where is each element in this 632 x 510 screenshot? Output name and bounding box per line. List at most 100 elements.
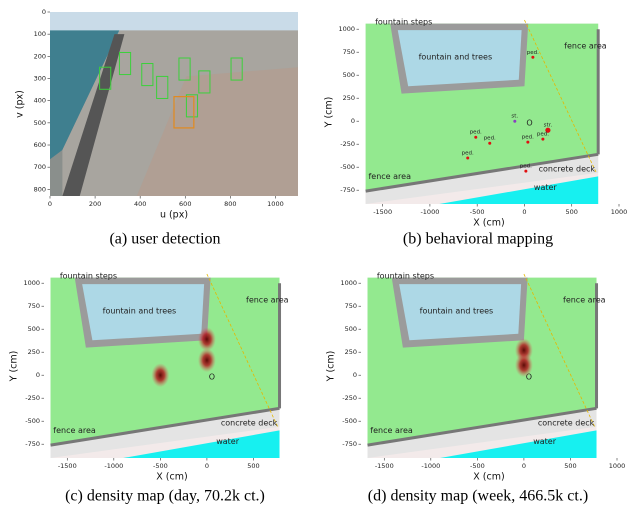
x-tick-label: -1000 [104,462,123,470]
x-tick-label: 600 [179,200,191,208]
map-label: water [533,437,557,446]
detection-point [541,138,544,141]
map-label: fountain steps [60,271,117,280]
y-tick-label: -250 [342,394,357,402]
detection-point [474,136,477,139]
y-tick-label: 0 [353,371,357,379]
detection-label: st. [511,114,518,120]
x-axis-label: X (cm) [473,472,504,483]
caption: (c) density map (day, 70.2k ct.) [65,488,265,505]
x-tick-label: 200 [89,200,101,208]
y-tick-label: 500 [345,325,357,333]
y-tick-label: -750 [342,440,357,448]
x-tick-label: -500 [470,462,485,470]
camera-image [50,12,298,196]
x-tick-label: 500 [566,208,578,216]
map-label: fountain steps [375,17,432,26]
y-tick-label: -750 [25,440,40,448]
x-tick-label: -1500 [373,208,392,216]
y-tick-label: 250 [28,348,40,356]
y-tick-label: -500 [25,417,40,425]
x-tick-label: -500 [470,208,485,216]
y-axis-label: Y (cm) [324,97,335,129]
detection-point [531,56,534,59]
detection-label: str. [544,123,553,129]
y-tick-label: 750 [28,302,40,310]
detection-label: ped. [527,50,539,56]
x-tick-label: 1000 [611,208,628,216]
caption: (b) behavioral mapping [403,231,553,248]
map-label: concrete deck [539,165,596,174]
y-tick-label: 1000 [340,279,357,287]
y-tick-label: 0 [351,117,355,125]
y-tick-label: 500 [34,119,46,127]
x-tick-label: 800 [224,200,236,208]
density-hotspot [198,348,216,372]
density-hotspot [198,327,216,351]
detection-point [466,157,469,160]
y-tick-label: -500 [342,417,357,425]
y-axis-label: Y (cm) [9,351,20,383]
map-label: water [216,437,240,446]
y-tick-label: 250 [343,94,355,102]
y-tick-label: -750 [340,186,355,194]
x-tick-label: -1000 [421,462,440,470]
x-tick-label: 0 [522,462,526,470]
map-label: fence area [53,426,96,435]
y-tick-label: 750 [343,48,355,56]
y-tick-label: -250 [25,394,40,402]
map-label: O [526,119,532,128]
map-label: concrete deck [221,419,278,428]
y-tick-label: 500 [28,325,40,333]
x-tick-label: -1500 [58,462,77,470]
y-tick-label: 200 [34,52,46,60]
detection-label: ped. [537,132,549,138]
y-axis-label: v (px) [15,90,26,118]
y-tick-label: 800 [34,185,46,193]
y-tick-label: 300 [34,75,46,83]
map-label: fence area [246,295,289,304]
map-label: fence area [564,41,607,50]
y-tick-label: -250 [340,140,355,148]
x-tick-label: -1000 [420,208,439,216]
detection-point [526,141,529,144]
x-tick-label: 500 [564,462,576,470]
y-tick-label: 1000 [338,25,355,33]
map-label: fountain and trees [419,52,493,61]
x-tick-label: -1500 [375,462,394,470]
x-axis-label: u (px) [160,210,188,221]
y-tick-label: 500 [343,71,355,79]
x-axis-label: X (cm) [473,218,504,229]
y-tick-label: 1000 [23,279,40,287]
x-tick-label: 400 [134,200,146,208]
map-label: O [209,373,215,382]
y-tick-label: 0 [36,371,40,379]
caption: (a) user detection [109,231,220,248]
detection-label: ped. [520,164,532,170]
density-hotspot [151,363,169,387]
figure: 0200400600800100001002003004005006007008… [0,0,632,510]
y-tick-label: -500 [340,163,355,171]
y-tick-label: 600 [34,141,46,149]
x-tick-label: 500 [247,462,259,470]
detection-label: ped. [484,136,496,142]
detection-point [513,120,516,123]
density-hotspot [515,353,533,377]
map-label: fountain and trees [103,306,177,315]
x-tick-label: 0 [48,200,52,208]
x-tick-label: -500 [153,462,168,470]
caption: (d) density map (week, 466.5k ct.) [368,488,588,505]
y-tick-label: 750 [345,302,357,310]
detection-label: ped. [522,135,534,141]
map-label: fence area [563,295,606,304]
map-label: fence area [370,426,413,435]
map-label: concrete deck [538,419,595,428]
x-tick-label: 1000 [609,462,626,470]
map-label: fence area [368,172,411,181]
detection-point [524,170,527,173]
map-label: fountain and trees [420,306,494,315]
map-label: water [534,183,558,192]
x-tick-label: 0 [522,208,526,216]
y-tick-label: 100 [34,30,46,38]
map-label: fountain steps [377,271,434,280]
